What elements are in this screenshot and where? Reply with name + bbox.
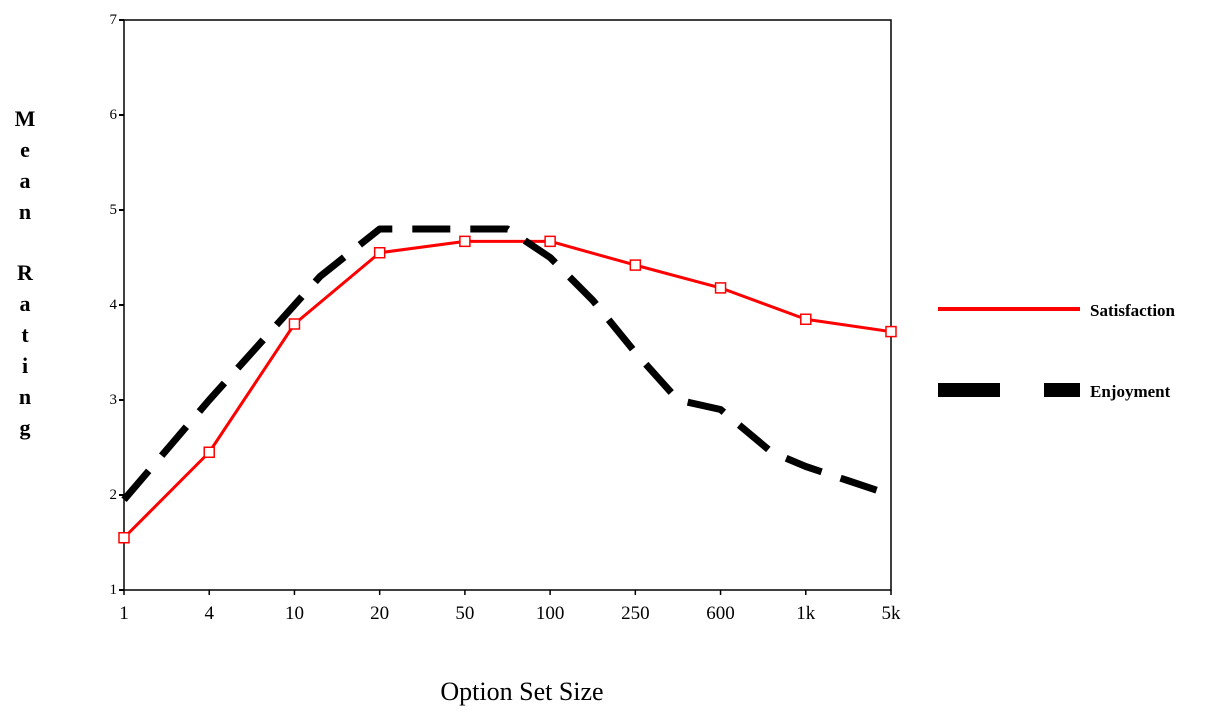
data-point-satisfaction <box>629 259 642 271</box>
data-point-satisfaction <box>118 532 130 544</box>
y-tick-label: 7 <box>110 12 118 28</box>
y-tick-label: 6 <box>110 107 118 123</box>
y-axis-title-letter: n <box>19 199 31 224</box>
legend: Satisfaction Enjoyment <box>938 301 1176 401</box>
legend-label-satisfaction: Satisfaction <box>1090 301 1176 320</box>
data-point-satisfaction <box>544 235 556 248</box>
series-line-satisfaction <box>122 239 892 539</box>
y-tick-label: 5 <box>110 202 118 218</box>
x-tick-label: 5k <box>882 603 902 624</box>
data-point-satisfaction <box>885 325 897 338</box>
y-axis-title-letter: i <box>22 353 28 378</box>
y-axis-title-letter: e <box>20 137 30 162</box>
y-axis-title-letter: n <box>19 384 31 409</box>
series-layer <box>118 225 897 544</box>
y-tick-label: 4 <box>110 297 118 313</box>
data-point-satisfaction <box>714 282 727 294</box>
y-axis-title-letter: a <box>20 168 31 193</box>
data-point-satisfaction <box>203 446 215 458</box>
x-tick-label: 10 <box>285 603 304 624</box>
x-tick-label: 1k <box>796 603 816 624</box>
data-point-satisfaction <box>288 318 301 330</box>
y-axis-title-letter: t <box>21 322 29 347</box>
x-tick-label: 20 <box>370 603 389 624</box>
x-axis-title: Option Set Size <box>440 677 603 706</box>
x-axis-ticks: 1 4 10 20 50 100 250 600 1k 5k <box>119 590 901 624</box>
data-point-satisfaction <box>459 235 471 248</box>
series-line-enjoyment <box>121 225 893 503</box>
x-tick-label: 50 <box>455 603 474 624</box>
y-axis-title-letter: R <box>17 260 34 285</box>
y-axis-title-letter: g <box>20 415 31 440</box>
legend-label-enjoyment: Enjoyment <box>1090 382 1171 401</box>
data-point-satisfaction <box>373 247 386 259</box>
data-point-satisfaction <box>800 313 812 325</box>
plot-area-border <box>123 19 892 591</box>
y-axis-title-letter: M <box>15 106 36 131</box>
x-tick-label: 100 <box>536 603 565 624</box>
x-tick-label: 250 <box>621 603 650 624</box>
y-tick-label: 2 <box>110 487 118 503</box>
plot-frame <box>123 19 892 591</box>
y-tick-label: 1 <box>110 582 118 598</box>
y-tick-label: 3 <box>110 392 118 408</box>
x-tick-label: 4 <box>204 603 214 624</box>
y-axis-title-letter: a <box>20 291 31 316</box>
y-axis-ticks: 1 2 3 4 5 6 7 <box>110 12 124 598</box>
x-tick-label: 600 <box>706 603 735 624</box>
x-tick-label: 1 <box>119 603 129 624</box>
